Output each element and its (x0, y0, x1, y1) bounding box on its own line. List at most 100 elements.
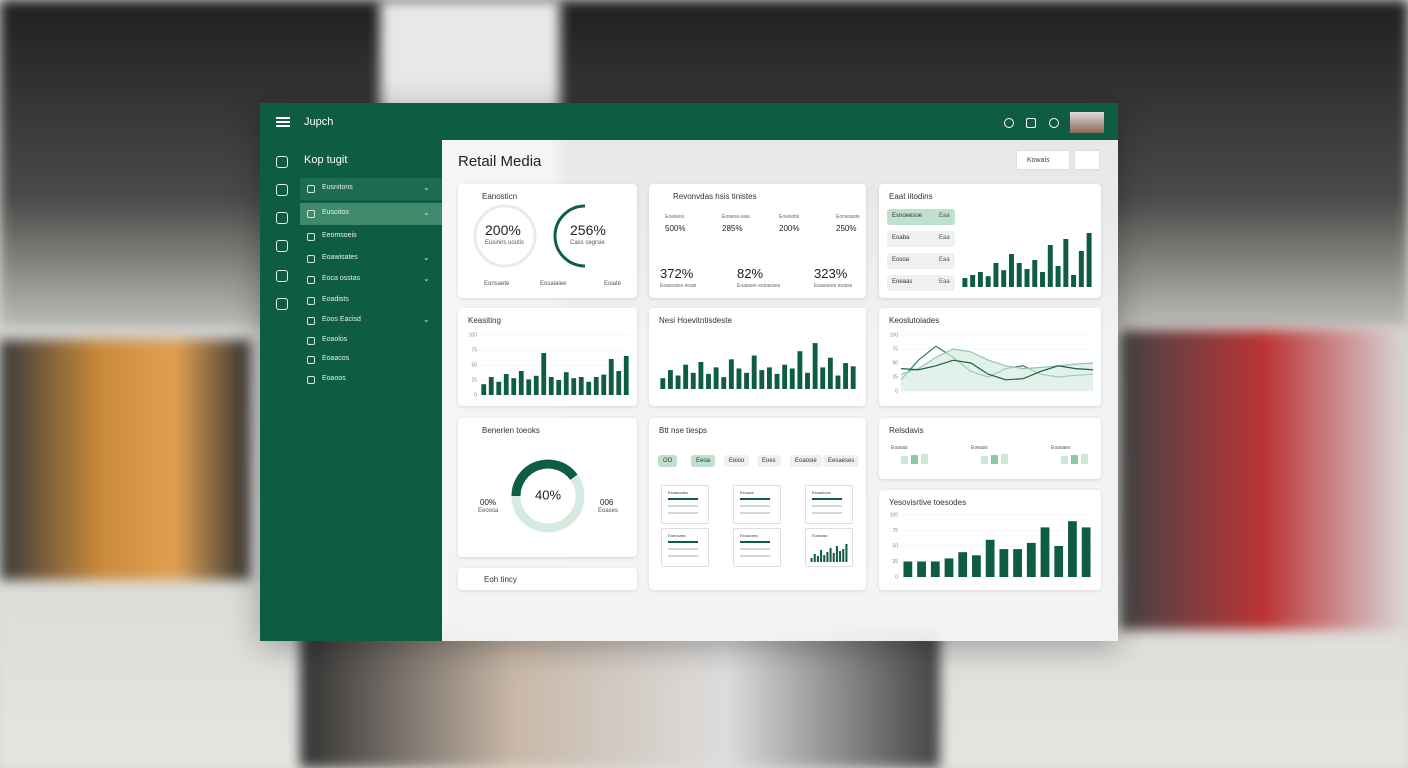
menu-icon (307, 210, 315, 218)
bar (835, 375, 841, 389)
panel-title: Eaeosaes (668, 533, 686, 538)
background-shelf (1120, 330, 1408, 630)
bar (660, 378, 666, 389)
mini-panel: Eeaaoses (733, 528, 781, 567)
menu-item[interactable]: Eusoitos (322, 209, 349, 216)
sidebar-title: Kop tugit (304, 154, 348, 166)
menu-item[interactable]: Eoaoos (322, 375, 346, 382)
card-title: Relsdavis (889, 426, 924, 435)
icon-button[interactable] (1026, 118, 1036, 128)
chart-card: Keoslutoiades 0 25 50 75 100 (879, 308, 1101, 406)
search-button[interactable] (1074, 150, 1100, 170)
bar (797, 351, 803, 389)
footer-label: Eonsaete (484, 281, 510, 287)
y-tick-label: 25 (892, 374, 898, 380)
ranking-row: Esnoeesoe Eaa (887, 209, 955, 225)
bar (713, 367, 719, 389)
filter-dropdown[interactable]: Kowais (1016, 150, 1070, 170)
filter-pill[interactable]: Eeoa (691, 455, 716, 467)
y-tick-label: 100 (890, 332, 899, 338)
menu-button[interactable] (276, 117, 290, 127)
summary-bar (1071, 455, 1078, 464)
bar (829, 548, 832, 562)
bar (789, 368, 795, 389)
bar (944, 558, 954, 577)
nav-icon[interactable] (276, 184, 288, 196)
panel-line (740, 498, 770, 500)
panel-title: Eeoaas (740, 490, 754, 495)
menu-item[interactable]: Eoawisates (322, 254, 358, 261)
y-tick-label: 25 (471, 377, 477, 383)
bar (1063, 239, 1069, 287)
menu-item[interactable]: Eoos Eacisd (322, 316, 361, 323)
bar (593, 377, 599, 395)
bar (548, 377, 554, 395)
y-tick-label: 50 (471, 362, 477, 368)
bar (518, 371, 524, 395)
bar (903, 561, 913, 577)
metric-value: 323% (814, 266, 848, 281)
menu-item[interactable]: Eoadists (322, 296, 349, 303)
footer-label: Eoiate (604, 281, 622, 287)
filter-pill[interactable]: Eoaosie (790, 455, 822, 467)
mini-panel: Eeoaas (733, 485, 781, 524)
summary-bar (921, 454, 928, 464)
nav-icon[interactable] (276, 240, 288, 252)
chart-card: Keasiting 0 25 50 75 100 (458, 308, 637, 406)
bar (667, 370, 673, 389)
bar (1047, 245, 1053, 287)
footer-label: Eosaiaiee (540, 281, 567, 287)
nav-icon[interactable] (276, 212, 288, 224)
metric-label: Eosoiotsi (779, 214, 800, 220)
bar-chart: 0 25 50 75 100 (469, 332, 630, 398)
summary-label: Eoasas (891, 445, 908, 451)
summary-card: Relsdavis Eoasas Eoeass Eoasaes (879, 418, 1101, 479)
menu-item[interactable]: Eoca osstas (322, 275, 361, 282)
bar (839, 551, 842, 562)
nav-icon[interactable] (276, 156, 288, 168)
icon-button[interactable] (1004, 118, 1014, 128)
bar (1013, 549, 1022, 577)
menu-item[interactable]: Eeomsoeis (322, 232, 357, 239)
area (901, 349, 1093, 391)
filter-pill[interactable]: OO (658, 455, 678, 467)
bar (690, 372, 696, 389)
menu-item-bg[interactable] (300, 178, 442, 200)
bar (608, 359, 614, 395)
summary-bar (981, 456, 988, 464)
panel-title: Eesaeioes (812, 490, 831, 495)
bar (823, 555, 826, 562)
chevron: ⌄ (423, 183, 430, 192)
y-tick-label: 0 (895, 574, 898, 580)
menu-icon (307, 255, 315, 263)
filter-pill[interactable]: Eoes (757, 455, 781, 467)
stat-label: Eoases (598, 508, 619, 514)
summary-bar (911, 455, 918, 464)
bar (1068, 521, 1077, 577)
bar (1016, 263, 1022, 287)
menu-item[interactable]: Eusnitons (322, 184, 353, 191)
y-tick-label: 50 (892, 543, 898, 549)
donut-label: 40% (535, 487, 561, 502)
avatar[interactable] (1070, 112, 1104, 133)
bar (481, 384, 487, 395)
donut-card: Benerlen toeoks 40% 00% Eeoosa 006 Eoase… (458, 418, 637, 557)
menu-item[interactable]: Eoaacos (322, 355, 350, 362)
y-tick-label: 25 (892, 559, 898, 565)
bar (721, 377, 727, 389)
panel-title: Eesaeeaes (668, 490, 689, 495)
icon-button[interactable] (1049, 118, 1059, 128)
sidebar: Kop tugit Eusnitons ⌄ Eusoitos ⌄ Eeomsoeis Eo… (260, 140, 442, 641)
menu-item-bg[interactable] (300, 203, 442, 225)
chart-card: Nesi Hoevitntisdeste (649, 308, 866, 406)
filter-pill[interactable]: Eesaeses (823, 455, 860, 467)
summary-bar (1061, 456, 1068, 464)
filter-pill[interactable]: Eeioo (724, 455, 750, 467)
mini-panel: Eesaeeaes (661, 485, 709, 524)
nav-icon[interactable] (276, 298, 288, 310)
bar (917, 561, 926, 577)
overview-card: Eanosticn 200% Eusinirs uoutis 256% Caxs… (458, 184, 637, 298)
metric-label: Eonsoaste (836, 214, 860, 220)
nav-icon[interactable] (276, 270, 288, 282)
menu-item[interactable]: Eoaolos (322, 336, 348, 343)
